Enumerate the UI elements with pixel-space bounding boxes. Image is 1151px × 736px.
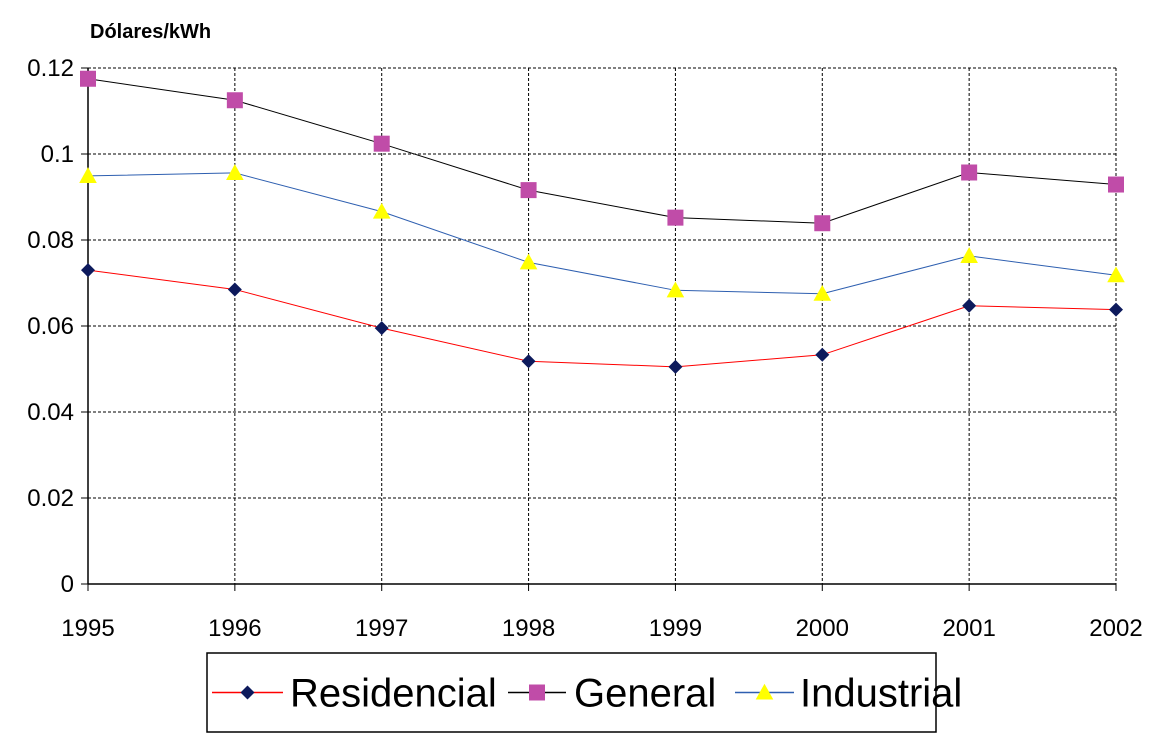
x-tick-label: 2000: [796, 615, 849, 642]
data-point-industrial: [813, 284, 832, 301]
legend-box: [206, 652, 937, 733]
x-tick-label: 2002: [1089, 615, 1142, 642]
data-point-industrial: [226, 164, 244, 180]
data-point-general: [80, 70, 96, 87]
data-point-residencial: [962, 298, 977, 313]
series-line-general: [87, 78, 1117, 224]
y-tick-label: 0.02: [27, 485, 74, 512]
x-tick-label: 1997: [355, 615, 408, 642]
data-point-industrial: [519, 253, 538, 270]
x-tick-label: 1995: [61, 615, 114, 642]
y-tick-label: 0.1: [41, 141, 74, 168]
x-tick-label: 1996: [208, 615, 261, 642]
series-line-industrial: [87, 172, 1117, 295]
data-point-general: [520, 182, 537, 199]
legend-marker-general: [529, 684, 545, 701]
data-point-general: [961, 164, 978, 181]
data-point-industrial: [960, 247, 978, 263]
data-point-residencial: [81, 263, 95, 278]
data-point-residencial: [1109, 302, 1123, 317]
data-point-general: [1108, 176, 1124, 193]
data-point-general: [814, 215, 831, 232]
y-tick-label: 0: [61, 571, 74, 598]
legend-label-residencial: Residencial: [290, 672, 497, 716]
legend: Residencial General Industrial: [206, 652, 962, 733]
legend-marker-industrial: [755, 683, 774, 700]
data-point-general: [667, 209, 684, 226]
x-tick-label: 1999: [649, 615, 702, 642]
data-point-residencial: [521, 354, 536, 369]
legend-label-industrial: Industrial: [800, 672, 962, 716]
data-point-residencial: [815, 347, 830, 362]
data-point-general: [226, 92, 243, 109]
legend-marker-residencial: [240, 685, 255, 700]
plot-area: 0 0.02 0.04 0.06 0.08 0.1 0.12 1995 1996 1997 1998…: [27, 55, 1142, 642]
data-point-residencial: [668, 359, 683, 374]
legend-label-general: General: [574, 672, 716, 716]
series-line-residencial: [87, 269, 1117, 368]
x-tick-label: 1998: [502, 615, 555, 642]
data-point-industrial: [79, 167, 97, 183]
data-point-industrial: [1107, 266, 1125, 283]
data-point-general: [373, 135, 390, 152]
y-tick-label: 0.06: [27, 313, 74, 340]
x-tick-label: 2001: [942, 615, 995, 642]
y-tick-label: 0.08: [27, 227, 74, 254]
y-tick-label: 0.12: [27, 55, 74, 82]
data-point-residencial: [227, 282, 242, 297]
data-point-residencial: [374, 321, 389, 336]
data-point-industrial: [372, 202, 391, 219]
y-axis-label: Dólares/kWh: [90, 21, 211, 43]
data-point-industrial: [666, 281, 685, 298]
y-tick-label: 0.04: [27, 399, 74, 426]
